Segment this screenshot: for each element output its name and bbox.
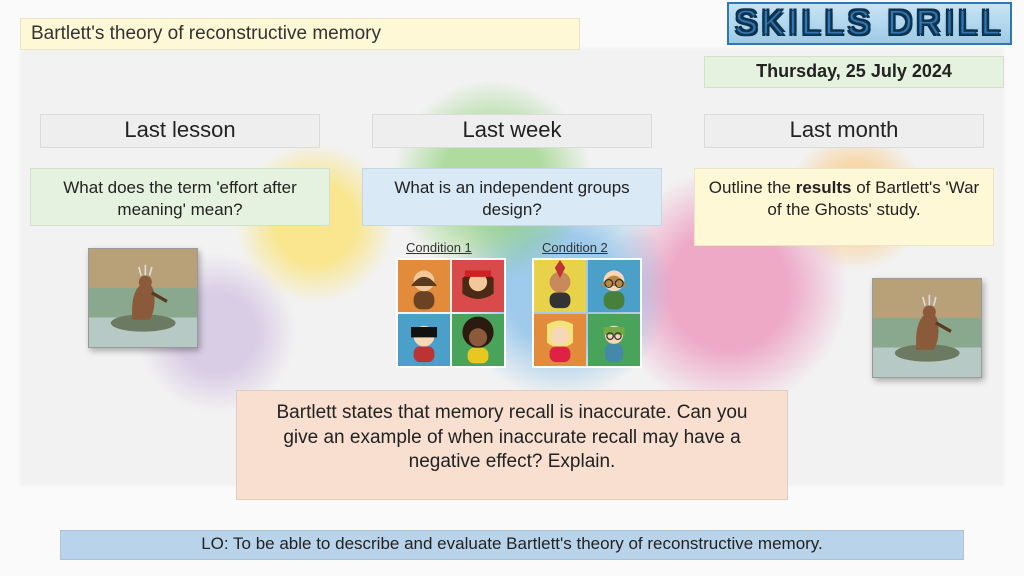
column-heading-last-lesson: Last lesson (40, 114, 320, 148)
column-heading-last-week: Last week (372, 114, 652, 148)
avatar-icon (452, 260, 504, 312)
prompt-last-month: Outline the results of Bartlett's 'War o… (694, 168, 994, 246)
avatar-grid-condition-1 (396, 258, 506, 368)
prompt-last-lesson: What does the term 'effort after meaning… (30, 168, 330, 226)
column-heading-last-month: Last month (704, 114, 984, 148)
avatar-icon (398, 314, 450, 366)
slide-title: Bartlett's theory of reconstructive memo… (20, 18, 580, 50)
avatar-icon (588, 314, 640, 366)
avatar-icon (452, 314, 504, 366)
condition-1-label: Condition 1 (406, 240, 472, 255)
avatar-icon (534, 314, 586, 366)
war-of-ghosts-image (872, 278, 982, 378)
avatar-icon (398, 260, 450, 312)
extension-question-text: Bartlett states that memory recall is in… (277, 402, 748, 472)
date-label: Thursday, 25 July 2024 (704, 56, 1004, 88)
prompt-last-week: What is an independent groups design? (362, 168, 662, 226)
learning-objective: LO: To be able to describe and evaluate … (60, 530, 964, 560)
avatar-icon (534, 260, 586, 312)
extension-question: Bartlett states that memory recall is in… (236, 390, 788, 500)
condition-2-label: Condition 2 (542, 240, 608, 255)
war-of-ghosts-image (88, 248, 198, 348)
avatar-grid-condition-2 (532, 258, 642, 368)
skills-drill-badge: SKILLS DRILL (727, 2, 1012, 45)
avatar-icon (588, 260, 640, 312)
